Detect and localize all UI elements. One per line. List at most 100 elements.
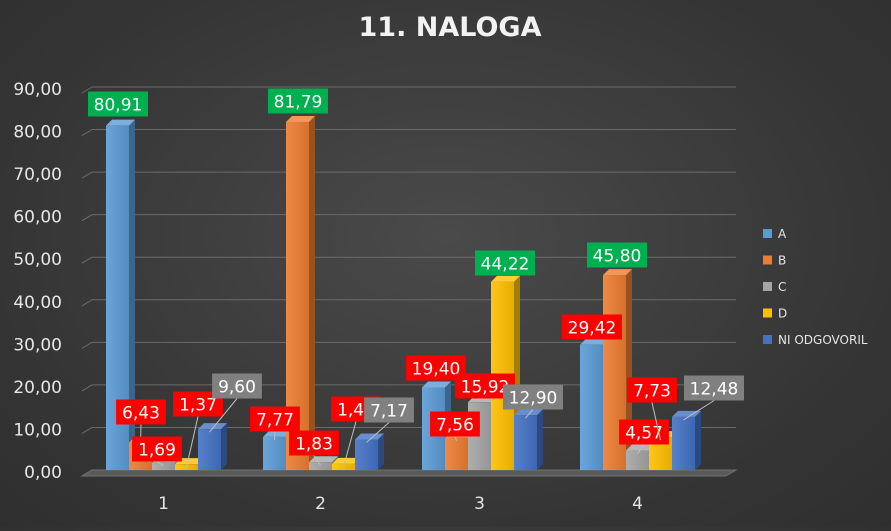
- data-label-text: 1,83: [295, 435, 333, 455]
- bar: [198, 423, 227, 470]
- legend-item: D: [763, 307, 787, 321]
- bar-side: [537, 409, 543, 470]
- data-label-text: 6,43: [122, 404, 160, 424]
- y-axis: 0,00 10,00 20,00 30,00 40,00 50,00 60,00 70,00 8…: [13, 80, 62, 483]
- data-label-text: 44,22: [481, 255, 530, 275]
- data-label: 9,60: [209, 373, 262, 433]
- bar-top: [603, 269, 632, 276]
- data-label: 7,17: [364, 397, 414, 443]
- x-tick-label: 4: [632, 494, 643, 514]
- gridline-diagonal: [81, 299, 93, 307]
- leader-line: [156, 461, 164, 467]
- floor: [80, 469, 738, 477]
- bars: [106, 115, 701, 471]
- bar-top: [355, 433, 384, 440]
- y-tick-label: 0,00: [24, 463, 62, 483]
- gridline-diagonal: [81, 214, 93, 222]
- leader-line: [343, 421, 357, 468]
- bar-front: [198, 429, 221, 470]
- bar-side: [129, 119, 135, 471]
- data-label: 1,69: [132, 436, 182, 467]
- gridline-diagonal: [81, 256, 93, 264]
- data-label-text: 80,91: [94, 96, 143, 116]
- bar: [106, 119, 135, 471]
- x-tick-label: 1: [158, 494, 169, 514]
- bar-top: [332, 457, 361, 464]
- y-tick-label: 70,00: [13, 165, 62, 185]
- leader-line: [313, 455, 321, 466]
- data-label: 6,43: [116, 399, 166, 446]
- bar-side: [695, 410, 701, 470]
- data-label-box: [562, 314, 622, 340]
- y-tick-label: 50,00: [13, 250, 62, 270]
- data-label: 81,79: [268, 88, 328, 114]
- y-tick-label: 40,00: [13, 293, 62, 313]
- y-tick-label: 60,00: [13, 208, 62, 228]
- bar-front: [152, 462, 175, 470]
- data-label-box: [364, 397, 414, 423]
- leader-line: [274, 431, 276, 440]
- bar-side: [221, 423, 227, 470]
- y-tick-label: 90,00: [13, 80, 62, 100]
- data-label: 1,37: [173, 391, 223, 468]
- y-tick-label: 10,00: [13, 420, 62, 440]
- bar-top: [175, 458, 204, 465]
- data-label-text: 9,60: [218, 378, 256, 398]
- bar-front: [332, 463, 355, 470]
- bar-top: [286, 115, 315, 122]
- bar-top: [580, 338, 609, 345]
- bar-front: [649, 437, 672, 470]
- data-label-text: 7,17: [370, 402, 408, 422]
- data-label-text: 12,90: [509, 389, 558, 409]
- y-tick-label: 30,00: [13, 335, 62, 355]
- bar-front: [580, 344, 603, 470]
- x-tick-label: 3: [474, 494, 485, 514]
- legend-swatch: [763, 282, 772, 291]
- bar-top: [263, 430, 292, 437]
- bar-front: [309, 462, 332, 470]
- data-label: 44,22: [475, 250, 535, 276]
- data-label-text: 1,37: [179, 396, 217, 416]
- bar-front: [286, 121, 309, 470]
- legend-swatch: [763, 255, 772, 265]
- data-label: 7,56: [430, 411, 480, 441]
- bar-top: [672, 410, 701, 417]
- bar: [514, 409, 543, 470]
- leader-line: [186, 416, 199, 468]
- data-label-text: 15,92: [461, 378, 510, 398]
- data-label-text: 4,57: [625, 424, 663, 444]
- data-label-text: 7,56: [436, 416, 474, 436]
- data-label: 12,90: [503, 384, 563, 419]
- legend-item: B: [763, 254, 786, 268]
- bar-top: [309, 456, 338, 463]
- bar: [355, 433, 384, 470]
- data-label-box: [503, 384, 563, 410]
- legend-item: C: [763, 280, 786, 294]
- bar-front: [445, 437, 468, 470]
- data-label-text: 29,42: [568, 319, 617, 339]
- legend-label: C: [778, 280, 786, 294]
- data-label-box: [619, 419, 669, 445]
- data-label: 45,80: [587, 242, 647, 268]
- bar-front: [672, 416, 695, 470]
- bar-front: [355, 439, 378, 470]
- legend-swatch: [763, 229, 772, 238]
- data-label-text: 7,73: [633, 382, 671, 402]
- gridline-diagonal: [81, 341, 93, 349]
- legend-label: NI ODGOVORIL: [778, 333, 868, 347]
- data-label-box: [132, 436, 182, 462]
- leader-line: [454, 436, 457, 441]
- data-label: 7,73: [627, 377, 677, 441]
- data-label-text: 7,77: [256, 411, 294, 431]
- leader-line: [637, 444, 645, 454]
- data-label-box: [116, 399, 166, 425]
- data-label-text: 45,80: [593, 247, 642, 267]
- data-label-box: [684, 375, 744, 401]
- legend-item: NI ODGOVORIL: [763, 333, 868, 347]
- data-label: 12,48: [683, 375, 744, 421]
- data-label: 4,57: [619, 419, 669, 454]
- data-label-box: [268, 88, 328, 114]
- bar-side: [309, 115, 315, 470]
